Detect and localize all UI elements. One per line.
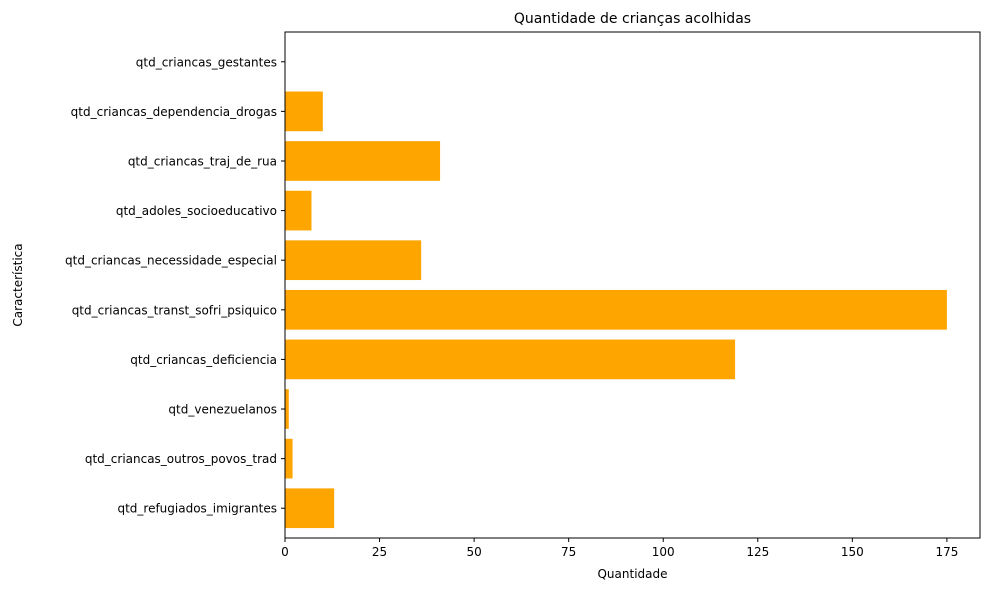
bar-qtd_criancas_outros_povos_trad bbox=[285, 438, 293, 479]
bar-qtd_criancas_traj_de_rua bbox=[285, 141, 441, 181]
y-tick-label: qtd_criancas_traj_de_rua bbox=[128, 154, 277, 168]
y-tick-label: qtd_criancas_necessidade_especial bbox=[65, 254, 277, 268]
x-tick-label: 0 bbox=[281, 545, 289, 559]
x-tick-label: 150 bbox=[841, 545, 864, 559]
y-tick-label: qtd_criancas_transt_sofri_psiquico bbox=[72, 303, 277, 317]
x-tick-label: 75 bbox=[561, 545, 576, 559]
x-tick-label: 25 bbox=[372, 545, 387, 559]
y-tick-label: qtd_criancas_gestantes bbox=[136, 55, 277, 69]
y-tick-label: qtd_adoles_socioeducativo bbox=[116, 204, 277, 218]
bar-qtd_criancas_necessidade_especial bbox=[285, 240, 422, 281]
bar-qtd_venezuelanos bbox=[285, 389, 289, 429]
y-tick-label: qtd_venezuelanos bbox=[168, 403, 277, 417]
bar-qtd_criancas_dependencia_drogas bbox=[285, 91, 323, 132]
x-axis-label: Quantidade bbox=[597, 567, 667, 581]
bars bbox=[285, 91, 947, 529]
bar-qtd_adoles_socioeducativo bbox=[285, 190, 312, 231]
axis-ticks: qtd_refugiados_imigrantes qtd_criancas_ou… bbox=[65, 55, 958, 559]
plot-frame bbox=[284, 31, 981, 539]
x-tick-label: 100 bbox=[652, 545, 675, 559]
bar-qtd_criancas_transt_sofri_psiquico bbox=[285, 289, 947, 330]
bar-qtd_refugiados_imigrantes bbox=[285, 488, 335, 529]
y-tick-label: qtd_criancas_deficiencia bbox=[130, 353, 277, 367]
x-tick-label: 50 bbox=[466, 545, 481, 559]
y-tick-label: qtd_criancas_outros_povos_trad bbox=[85, 452, 277, 466]
y-tick-label: qtd_refugiados_imigrantes bbox=[117, 502, 277, 516]
bar-qtd_criancas_deficiencia bbox=[285, 339, 736, 380]
x-tick-label: 125 bbox=[746, 545, 769, 559]
y-tick-label: qtd_criancas_dependencia_drogas bbox=[71, 105, 277, 119]
chart-title: Quantidade de crianças acolhidas bbox=[514, 11, 751, 27]
y-axis-label: Característica bbox=[11, 243, 25, 326]
x-tick-label: 175 bbox=[935, 545, 958, 559]
